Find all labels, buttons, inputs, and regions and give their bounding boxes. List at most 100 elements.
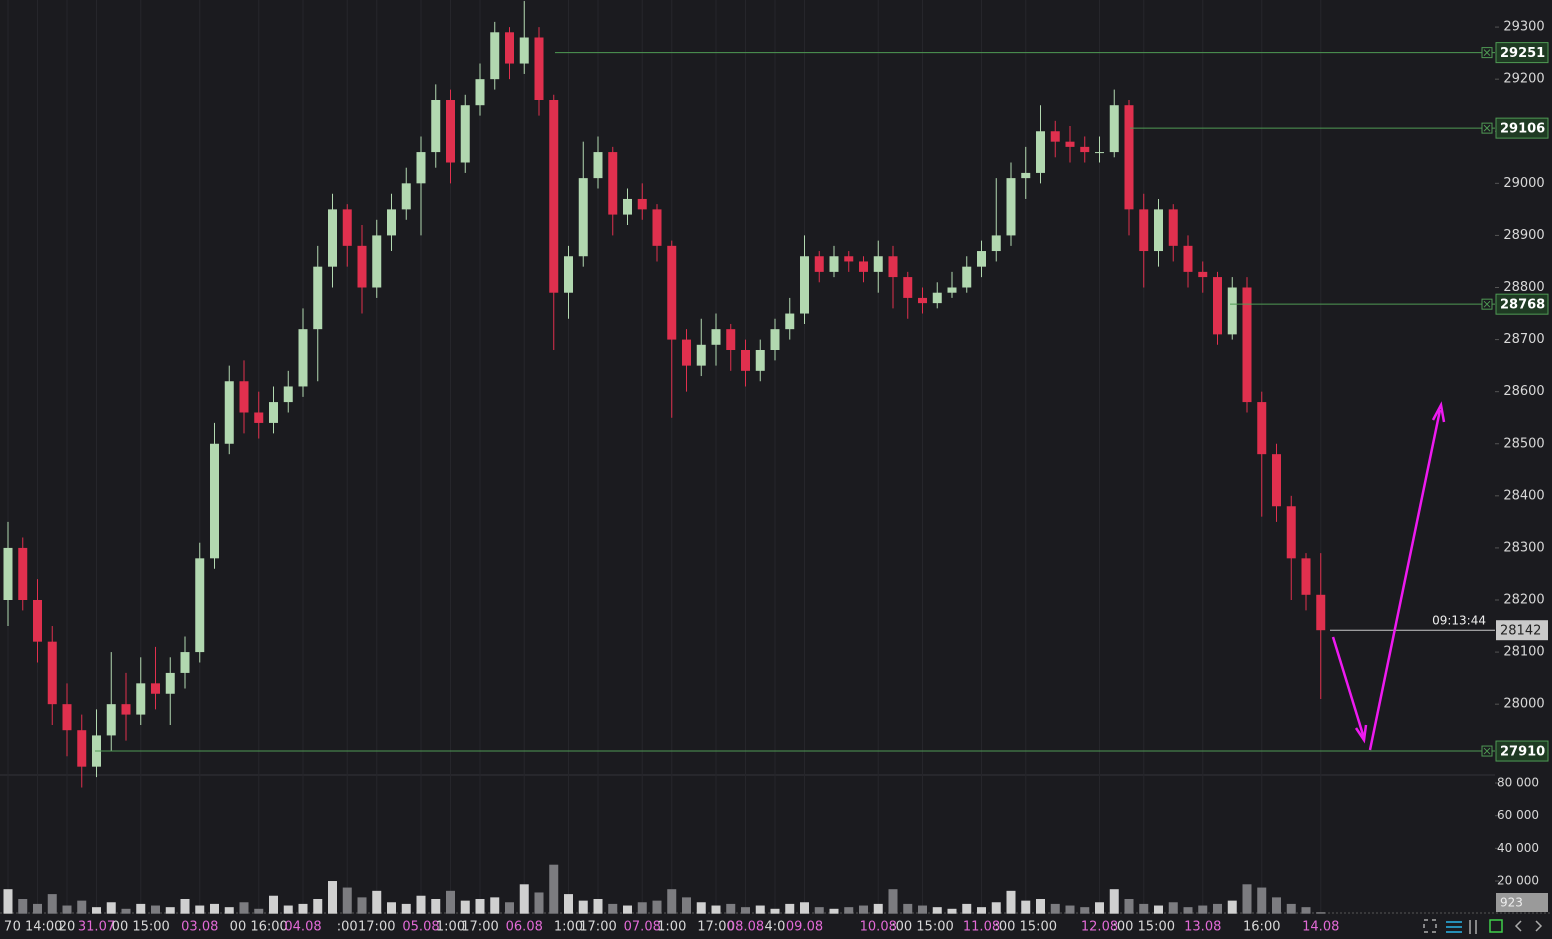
x-tick-label: 1:00	[657, 920, 686, 935]
candle-body	[873, 256, 883, 272]
volume-bar	[1257, 887, 1267, 914]
volume-bar	[1286, 903, 1296, 914]
candle-body	[977, 251, 986, 267]
candle-body	[1242, 287, 1252, 403]
volume-bar	[1065, 905, 1075, 914]
candle-body	[578, 178, 588, 257]
y-tick-label: 80 000	[1497, 776, 1539, 790]
volume-bar	[254, 908, 264, 914]
candle-body	[475, 79, 485, 106]
volume-bar	[460, 900, 470, 914]
level-icon	[1483, 747, 1491, 755]
y-tick-label: 20 000	[1497, 874, 1539, 888]
volume-bar	[770, 908, 780, 914]
volume-bar	[387, 902, 396, 914]
volume-bar	[534, 892, 544, 914]
candle-body	[401, 183, 411, 210]
candle-body	[534, 37, 544, 100]
volume-bar	[608, 903, 618, 914]
candle-body	[770, 329, 780, 350]
candle-body	[313, 266, 323, 330]
volume-bar	[859, 905, 868, 914]
level-tag	[1495, 740, 1549, 762]
x-tick-label: 05.08	[402, 920, 439, 935]
fit-icon[interactable]	[1489, 919, 1503, 933]
volume-bar	[844, 907, 854, 914]
y-tick-label: 40 000	[1497, 841, 1539, 855]
volume-bar	[637, 902, 647, 914]
y-tick-label: 28500	[1503, 436, 1544, 451]
volume-bar	[785, 903, 795, 914]
volume-bar	[1080, 907, 1090, 914]
level-label: 27910	[1500, 745, 1545, 760]
y-tick-label: 28000	[1503, 697, 1544, 712]
arrow-head	[1431, 401, 1446, 423]
arrow-up	[1368, 409, 1442, 751]
volume-bar	[814, 907, 824, 914]
candle-body	[1080, 146, 1090, 153]
volume-bar	[357, 897, 367, 914]
candle-body	[180, 652, 190, 673]
volume-bar	[829, 908, 839, 914]
last-volume-label: 923	[1500, 896, 1523, 910]
volume-bar	[726, 903, 736, 914]
candle-body	[962, 266, 972, 288]
scale-icon[interactable]	[1469, 920, 1477, 934]
volume-bar	[1139, 903, 1149, 914]
candle-body	[121, 704, 131, 715]
volume-bar	[151, 905, 160, 914]
x-tick-label: 10.08	[860, 920, 897, 935]
volume-bar	[1036, 898, 1045, 914]
x-tick-label: 17:00	[579, 920, 616, 935]
x-tick-label: 08.08	[727, 920, 764, 935]
candle-body	[1036, 131, 1045, 173]
volume-bar	[564, 894, 573, 914]
candle-body	[1272, 454, 1281, 507]
candle-body	[269, 402, 278, 423]
level-tag	[1495, 117, 1549, 139]
y-tick-label: 28800	[1503, 280, 1544, 295]
volume-bar	[667, 889, 677, 914]
volume-bar	[298, 903, 308, 914]
candle-body	[1154, 209, 1163, 252]
candle-body	[18, 547, 28, 600]
scroll-icons[interactable]	[1514, 920, 1543, 932]
candle-body	[210, 443, 219, 559]
volume-bar	[888, 889, 898, 914]
candle-body	[62, 704, 72, 731]
settings-icon[interactable]	[1446, 921, 1462, 933]
volume-bar	[947, 908, 957, 914]
candle-body	[1050, 131, 1060, 142]
volume-bar	[136, 903, 146, 914]
candle-body	[1124, 105, 1134, 210]
volume-bar	[239, 902, 249, 914]
volume-bar	[342, 887, 352, 914]
candle-body	[623, 198, 632, 215]
volume-bar	[623, 905, 632, 914]
volume-bar	[372, 890, 382, 914]
candle-body	[342, 209, 352, 246]
x-tick-label: 14.08	[1302, 920, 1339, 935]
candle-body	[33, 600, 42, 642]
candle-body	[991, 235, 1001, 252]
x-tick-label: 09.08	[786, 920, 823, 935]
volume-bar	[1198, 905, 1208, 914]
volume-bar	[18, 898, 28, 914]
candle-body	[460, 105, 470, 163]
candle-body	[1198, 271, 1208, 278]
volume-bar	[180, 898, 190, 914]
countdown: 09:13:44	[1432, 614, 1486, 628]
y-tick-label: 28400	[1503, 488, 1544, 503]
x-tick-label: 17:00	[697, 920, 734, 935]
volume-bar	[106, 902, 116, 914]
volume-bar	[977, 907, 986, 914]
candle-body	[667, 245, 677, 340]
toolbar[interactable]	[1423, 919, 1543, 934]
fullscreen-icon[interactable]	[1423, 919, 1437, 933]
candle-body	[947, 287, 957, 293]
candle-body	[785, 313, 795, 330]
volume-bar	[77, 900, 87, 914]
volume-bar	[1021, 900, 1031, 914]
